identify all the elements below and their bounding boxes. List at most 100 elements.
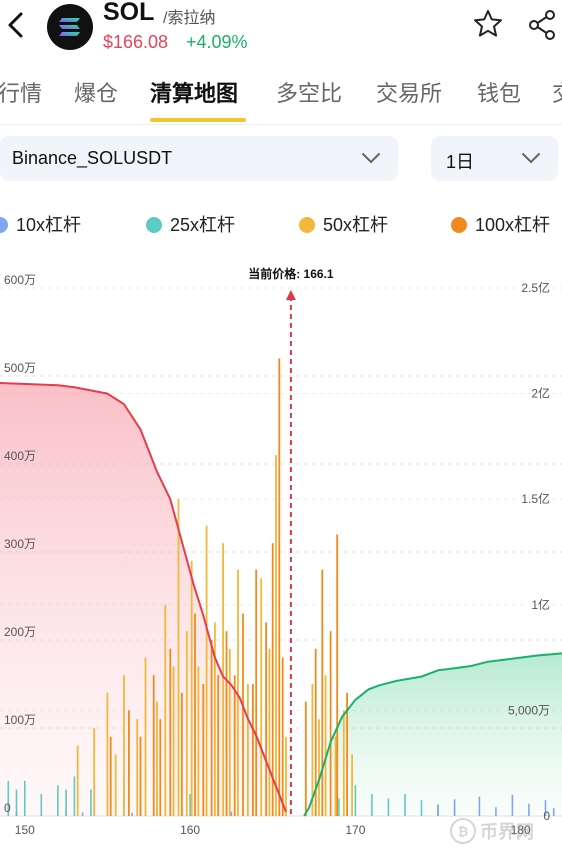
bar-100x — [278, 358, 281, 816]
bar-10x — [230, 811, 233, 816]
long-liquidation-area — [304, 653, 562, 816]
bar-25x — [90, 789, 92, 816]
liquidation-map-chart[interactable]: 0 100万 200万 300万 400万 500万 600万 0 5,000万 1亿 1.5亿 2亿… — [0, 258, 562, 858]
bar-50x — [156, 701, 158, 816]
right-axis-tick-label: 1.5亿 — [521, 491, 550, 506]
left-axis-tick-label: 400万 — [4, 449, 36, 463]
legend-item-100x[interactable]: 100x杠杆 — [451, 211, 550, 237]
leverage-bars — [7, 358, 555, 816]
bar-25x — [371, 794, 373, 816]
bar-10x — [15, 812, 18, 816]
left-axis-tick-label: 200万 — [4, 625, 36, 639]
legend-50x-label: 50x杠杆 — [323, 215, 389, 235]
bar-100x — [329, 631, 332, 816]
bar-50x — [144, 657, 147, 816]
bar-10x — [544, 800, 547, 816]
cumulative-areas — [0, 383, 562, 816]
bar-25x — [338, 798, 340, 816]
legend-item-50x[interactable]: 50x杠杆 — [299, 211, 388, 237]
pair-select-value: Binance_SOLUSDT — [12, 148, 173, 168]
legend-10x-label: 10x杠杆 — [16, 215, 82, 235]
bar-50x — [106, 692, 109, 816]
bar-100x — [321, 569, 324, 816]
bar-25x — [189, 794, 191, 816]
bar-10x — [478, 796, 481, 816]
bar-50x — [123, 675, 125, 816]
bar-100x — [314, 648, 317, 816]
tab-market[interactable]: 行情 — [0, 81, 43, 106]
bar-100x — [346, 692, 348, 816]
x-axis-tick-label: 160 — [180, 823, 200, 837]
watermark: ₿ 币界网 — [450, 818, 534, 844]
bar-25x — [15, 789, 18, 816]
pair-select[interactable]: Binance_SOLUSDT — [0, 136, 398, 181]
coin-header: SOL /索拉纳 $166.08 +4.09% — [0, 0, 562, 62]
legend-100x-swatch — [451, 217, 467, 233]
left-axis-tick-label: 100万 — [4, 713, 36, 727]
bar-10x — [511, 794, 514, 816]
bar-10x — [528, 803, 530, 816]
legend-item-10x[interactable]: 10x杠杆 — [0, 211, 81, 237]
bar-25x — [387, 798, 390, 816]
bar-10x — [437, 804, 439, 816]
left-axis-tick-label: 0 — [4, 801, 11, 815]
bar-100x — [217, 675, 220, 816]
tab-liquidation-map[interactable]: 清算地图 — [150, 81, 239, 106]
bar-50x — [260, 578, 263, 816]
bar-50x — [334, 736, 337, 816]
tab-long-short-ratio[interactable]: 多空比 — [276, 81, 343, 106]
bar-50x — [197, 666, 200, 816]
bar-50x — [214, 622, 216, 816]
bar-25x — [40, 794, 43, 816]
bar-100x — [225, 631, 228, 816]
watermark-text: 币界网 — [480, 822, 534, 842]
bar-10x — [65, 810, 67, 816]
bar-50x — [222, 543, 224, 816]
legend-25x-swatch — [146, 217, 162, 233]
tab-exchanges[interactable]: 交易所 — [376, 81, 443, 106]
left-axis-tick-label: 300万 — [4, 537, 36, 551]
coin-logo — [47, 4, 93, 50]
bar-100x — [265, 622, 267, 816]
tab-liquidations[interactable]: 爆仓 — [74, 81, 119, 106]
bar-50x — [268, 648, 271, 816]
solana-logo-icon — [59, 18, 80, 36]
tab-wallet[interactable]: 钱包 — [477, 81, 522, 106]
bar-50x — [285, 736, 287, 816]
right-axis-tick-label: 2亿 — [531, 386, 550, 401]
bar-10x — [131, 812, 133, 816]
short-cumulative-line — [0, 382, 287, 813]
bar-25x — [65, 789, 67, 816]
cumulative-lines — [0, 382, 562, 817]
bar-100x — [202, 684, 205, 816]
bar-50x — [324, 675, 327, 816]
coin-symbol: SOL — [103, 0, 155, 26]
bar-100x — [180, 692, 183, 816]
right-axis-tick-label: 2.5亿 — [521, 280, 550, 295]
bar-100x — [336, 534, 339, 816]
bar-100x — [233, 675, 236, 816]
bar-10x — [453, 799, 456, 816]
legend-25x-label: 25x杠杆 — [170, 215, 236, 235]
tab-bar: 行情 爆仓 清算地图 多空比 交易所 钱包 交 — [0, 62, 562, 125]
favorite-star-icon[interactable] — [472, 8, 504, 40]
tab-more[interactable]: 交 — [552, 76, 562, 108]
bar-25x — [73, 776, 76, 816]
active-tab-indicator — [150, 118, 246, 122]
bar-25x — [420, 800, 423, 816]
bar-10x — [40, 812, 43, 816]
bar-100x — [109, 736, 112, 816]
bar-100x — [128, 710, 130, 816]
legend-50x-swatch — [299, 217, 315, 233]
coin-price: $166.08 — [103, 32, 169, 52]
bar-100x — [242, 613, 244, 816]
back-arrow-icon[interactable] — [4, 10, 28, 40]
bar-50x — [190, 560, 193, 816]
bar-100x — [169, 648, 172, 816]
bar-10x — [81, 812, 84, 816]
bar-100x — [271, 543, 274, 816]
current-price-arrow-icon — [285, 290, 296, 300]
share-icon[interactable] — [527, 9, 557, 41]
legend-item-25x[interactable]: 25x杠杆 — [146, 211, 235, 237]
timeframe-select[interactable]: 1日 — [431, 136, 558, 181]
